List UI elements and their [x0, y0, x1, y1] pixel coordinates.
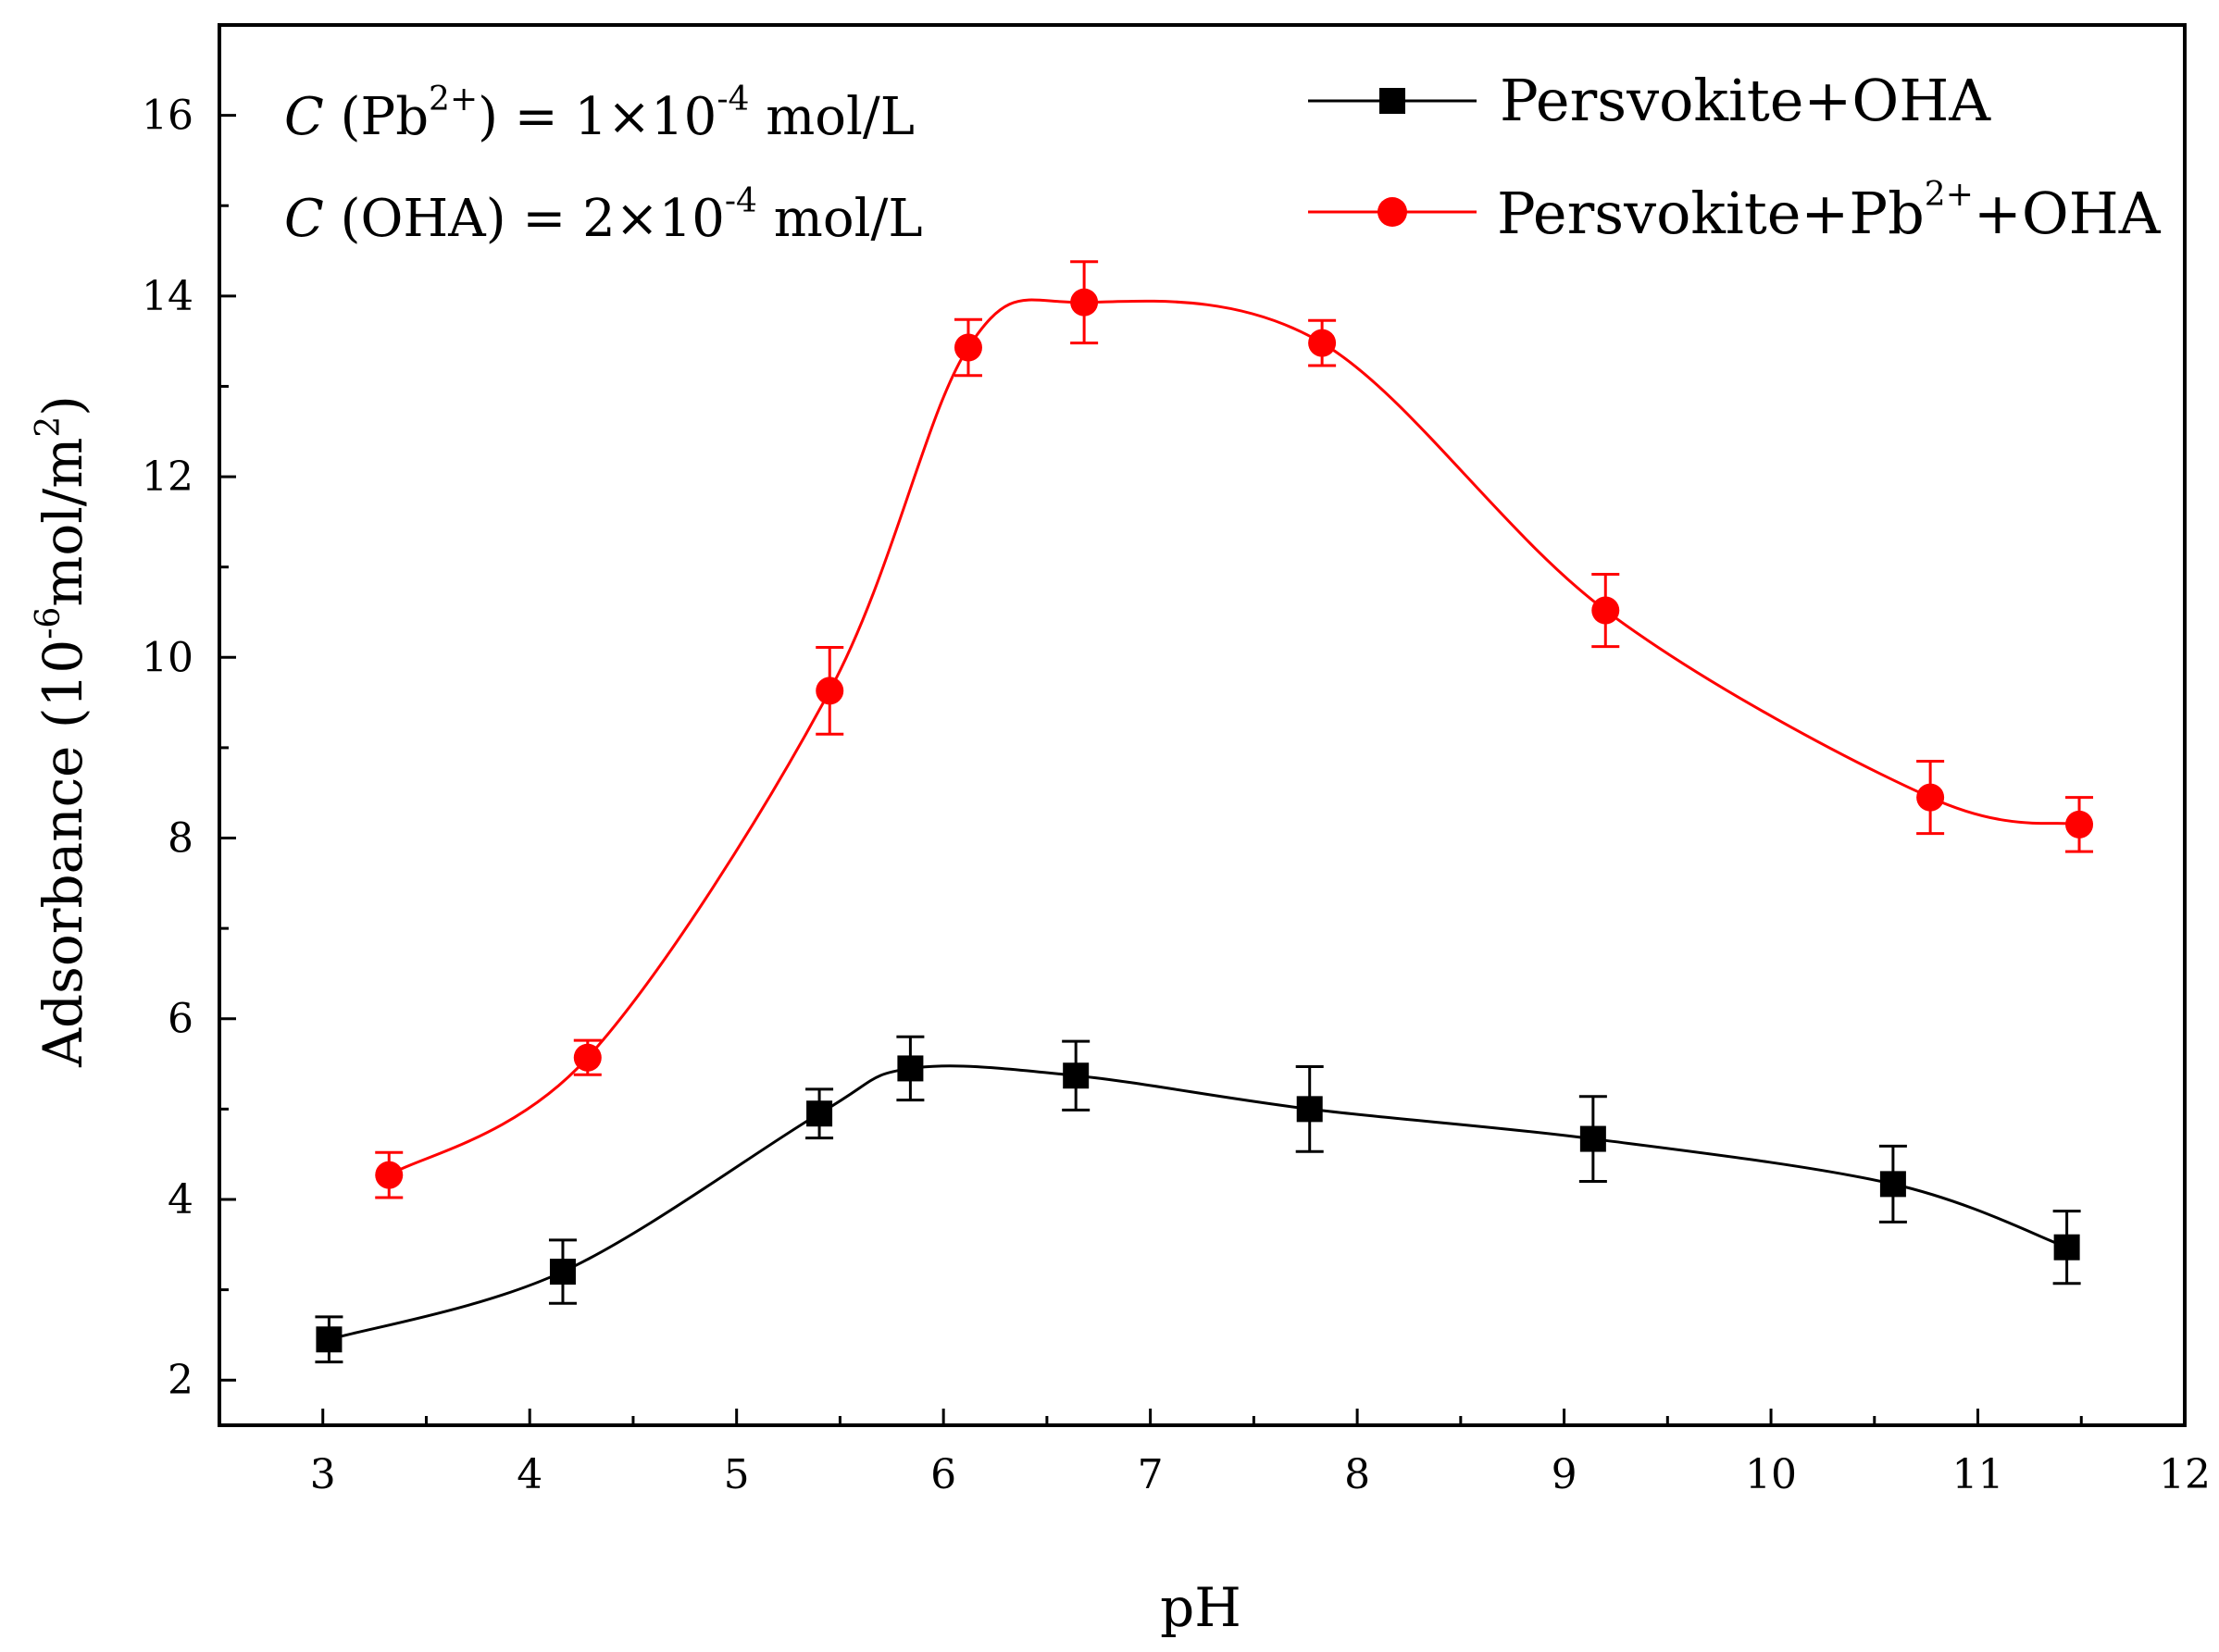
plot-frame [218, 23, 2187, 1427]
y-tick-label: 12 [142, 453, 193, 501]
series-line [329, 1064, 2068, 1341]
data-point [2053, 1234, 2080, 1261]
data-point [1916, 783, 1945, 812]
legend: Persvokite+OHA Persvokite+Pb2++OHA [1308, 67, 2162, 247]
y-axis-ticks: 2 4 6 8 10 12 14 16 [142, 93, 236, 1404]
data-point [897, 1055, 924, 1082]
x-axis-ticks: 3 4 5 6 7 8 9 10 11 12 [310, 1409, 2211, 1498]
data-point [806, 1100, 833, 1127]
data-point [573, 1043, 602, 1072]
x-tick-label: 10 [1745, 1451, 1797, 1498]
data-point [2065, 810, 2094, 838]
data-point [1063, 1062, 1090, 1089]
x-tick-label: 7 [1138, 1451, 1164, 1498]
y-tick-label: 16 [142, 93, 193, 140]
data-point [1591, 596, 1620, 625]
data-point [316, 1326, 343, 1353]
series-layer [315, 260, 2094, 1364]
x-axis-label: pH [1160, 1576, 1241, 1639]
x-tick-label: 6 [930, 1451, 956, 1498]
y-tick-label: 10 [142, 634, 193, 681]
x-tick-label: 3 [310, 1451, 336, 1498]
legend-marker-circle [1378, 197, 1407, 227]
y-tick-label: 8 [168, 815, 193, 863]
y-axis-label: Adsorbance (10-6mol/m2) [30, 395, 94, 1068]
data-point [549, 1259, 576, 1286]
data-point [816, 677, 844, 705]
data-point [1070, 288, 1099, 317]
annotation-pb-concentration: C (Pb2+) = 1×10-4 mol/L [284, 81, 915, 147]
data-point [1579, 1125, 1606, 1152]
y-tick-label: 6 [168, 996, 193, 1043]
data-point [1296, 1096, 1323, 1123]
x-tick-label: 11 [1952, 1451, 2004, 1498]
legend-marker-square [1379, 88, 1405, 114]
legend-label-persvokite-pb-oha: Persvokite+Pb2++OHA [1497, 176, 2162, 247]
annotation-oha-concentration: C (OHA) = 2×10-4 mol/L [284, 182, 923, 249]
data-point [954, 333, 982, 362]
series-0 [315, 1035, 2081, 1364]
legend-label-persvokite-oha: Persvokite+OHA [1500, 67, 1991, 134]
x-tick-label: 5 [724, 1451, 750, 1498]
x-tick-label: 9 [1552, 1451, 1577, 1498]
series-line [388, 298, 2080, 1176]
series-1 [375, 260, 2094, 1199]
y-tick-label: 2 [168, 1357, 193, 1404]
y-tick-label: 14 [142, 273, 193, 320]
data-point [1879, 1171, 1906, 1198]
y-tick-label: 4 [168, 1176, 193, 1223]
x-tick-label: 4 [517, 1451, 542, 1498]
data-point [375, 1161, 404, 1189]
x-tick-label: 12 [2159, 1451, 2211, 1498]
data-point [1308, 329, 1337, 357]
x-tick-label: 8 [1344, 1451, 1370, 1498]
